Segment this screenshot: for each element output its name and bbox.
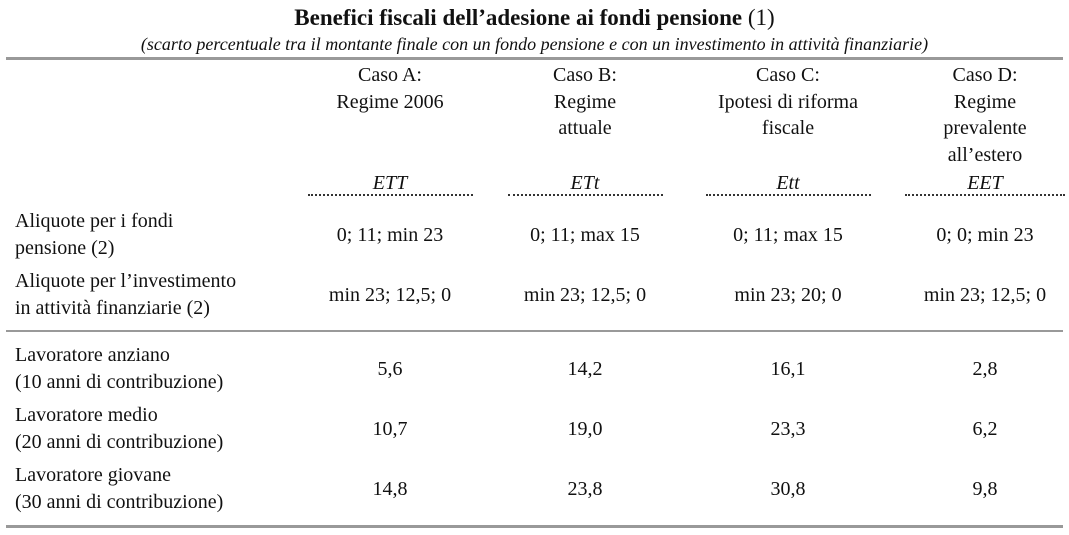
regime: ETT: [372, 172, 408, 194]
row-label: Aliquote per i fondi: [15, 210, 174, 232]
row-label: in attività finanziarie (2): [15, 296, 210, 319]
column-header: all’estero: [947, 144, 1023, 167]
column-header: fiscale: [761, 117, 815, 140]
top-rule: [6, 57, 1063, 60]
row-label: Aliquote per l’investimento: [15, 270, 237, 292]
cell: 23,8: [567, 477, 603, 500]
column-header: Ipotesi di riforma: [718, 90, 858, 113]
title-note: (1): [747, 5, 775, 30]
dotted-rule: [307, 194, 473, 196]
column-header: Regime 2006: [336, 90, 444, 113]
column-header: Regime: [953, 90, 1017, 113]
title-main: Benefici fiscali dell’adesione ai fondi …: [294, 5, 743, 30]
cell: 0; 11; max 15: [530, 223, 640, 246]
regime: EET: [967, 172, 1003, 194]
bottom-rule: [6, 525, 1063, 528]
mid-rule: [6, 330, 1063, 332]
cell: 0; 11; max 15: [733, 223, 843, 246]
column-header: Regime: [553, 90, 617, 113]
cell: min 23; 20; 0: [734, 283, 842, 306]
cell: 10,7: [372, 417, 408, 440]
column-header: Caso D:: [952, 64, 1018, 86]
row-label: (30 anni di contribuzione): [15, 490, 224, 513]
row-label: (10 anni di contribuzione): [15, 370, 224, 393]
cell: 0; 0; min 23: [936, 223, 1034, 246]
column-header: Caso B:: [553, 64, 617, 86]
regime: ETt: [570, 172, 600, 194]
dotted-rule: [705, 194, 871, 196]
cell: 30,8: [770, 477, 806, 500]
cell: 0; 11; min 23: [336, 223, 444, 246]
row-label: Lavoratore medio: [15, 404, 158, 426]
subtitle: (scarto percentuale tra il montante fina…: [140, 34, 929, 54]
dotted-rule: [507, 194, 663, 196]
cell: 5,6: [377, 357, 403, 380]
regime: Ett: [776, 172, 800, 194]
column-header: Caso C:: [756, 64, 820, 86]
cell: min 23; 12,5; 0: [328, 283, 452, 306]
cell: 6,2: [972, 417, 998, 440]
cell: min 23; 12,5; 0: [923, 283, 1047, 306]
column-header: attuale: [558, 117, 612, 140]
cell: 2,8: [972, 357, 998, 380]
cell: 14,8: [372, 477, 408, 500]
row-label: (20 anni di contribuzione): [15, 430, 224, 453]
cell: 23,3: [770, 417, 806, 440]
title: Benefici fiscali dell’adesione ai fondi …: [0, 4, 1069, 32]
cell: 9,8: [972, 477, 998, 500]
column-header: Caso A:: [358, 64, 422, 86]
cell: 19,0: [567, 417, 603, 440]
column-header: prevalente: [943, 117, 1027, 140]
cell: min 23; 12,5; 0: [523, 283, 647, 306]
cell: 16,1: [770, 357, 806, 380]
cell: 14,2: [567, 357, 603, 380]
row-label: Lavoratore giovane: [15, 464, 172, 486]
row-label: Lavoratore anziano: [15, 344, 170, 366]
row-label: pensione (2): [15, 236, 115, 259]
dotted-rule: [905, 194, 1065, 196]
